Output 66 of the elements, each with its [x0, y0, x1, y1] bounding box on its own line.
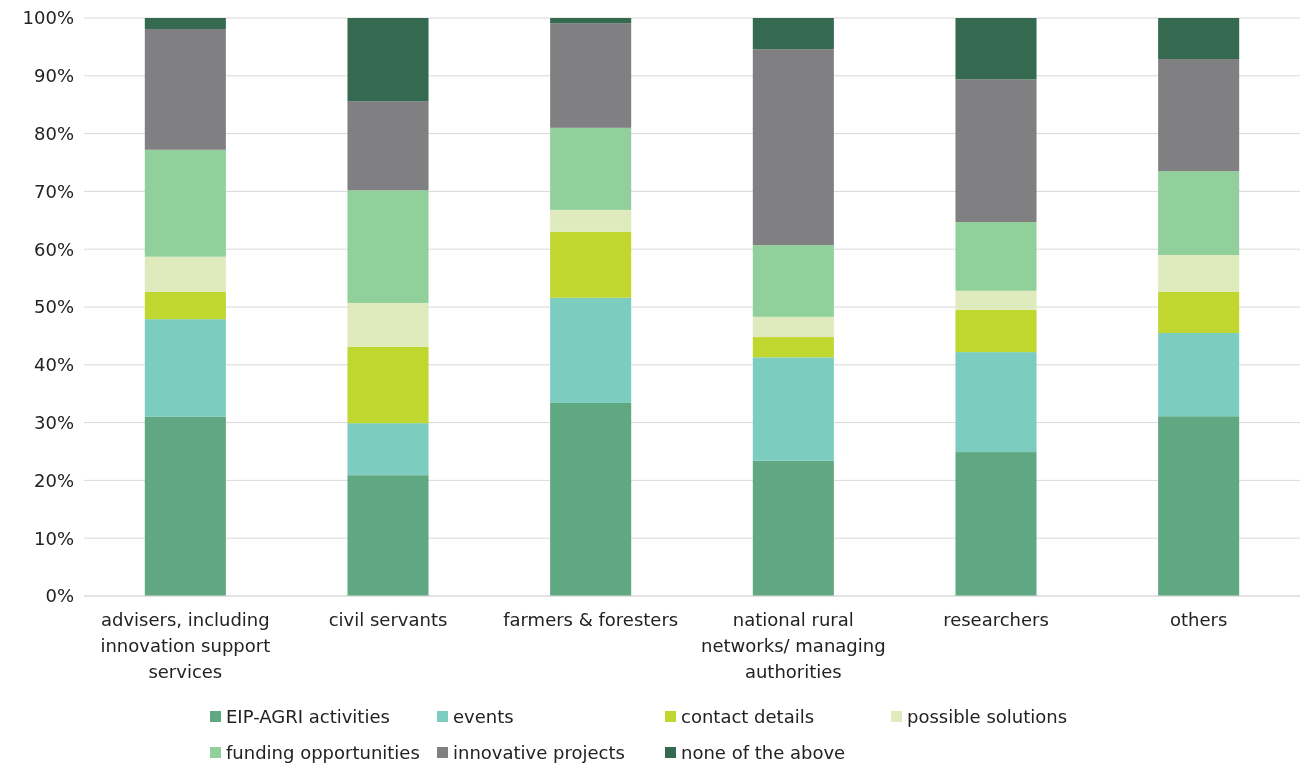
- bar: [550, 23, 632, 128]
- bar: [347, 475, 429, 596]
- x-tick-label: civil servants: [328, 609, 448, 630]
- bar: [955, 79, 1037, 223]
- legend-label: none of the above: [681, 742, 846, 764]
- bar: [752, 49, 834, 246]
- bar: [347, 18, 429, 102]
- bar: [144, 18, 226, 29]
- bar: [955, 290, 1037, 310]
- bar: [1158, 59, 1240, 172]
- bar: [955, 18, 1037, 80]
- bar: [550, 231, 632, 298]
- bar: [955, 352, 1037, 453]
- bar: [1158, 18, 1240, 60]
- x-tick-label: researchers: [943, 609, 1049, 630]
- bar: [955, 309, 1037, 353]
- bar: [550, 297, 632, 403]
- y-tick-label: 50%: [33, 296, 74, 318]
- bar: [144, 319, 226, 417]
- bar: [1158, 171, 1240, 255]
- y-tick-label: 60%: [33, 238, 74, 260]
- bar: [752, 316, 834, 338]
- x-tick-label: farmers & foresters: [503, 609, 679, 630]
- bar: [347, 302, 429, 347]
- bar: [550, 209, 632, 232]
- x-tick-label: national rural networks/ managing authorities: [701, 609, 886, 682]
- bar: [144, 256, 226, 292]
- bar: [347, 423, 429, 476]
- bar: [144, 416, 226, 596]
- legend-label: contact details: [681, 706, 815, 728]
- legend-label: EIP-AGRI activities: [226, 706, 390, 728]
- bar: [752, 245, 834, 317]
- legend-label: funding opportunities: [226, 742, 420, 764]
- bar: [1158, 291, 1240, 334]
- bar: [550, 127, 632, 210]
- y-tick-label: 90%: [33, 65, 74, 87]
- bar: [347, 101, 429, 191]
- y-tick-label: 20%: [33, 469, 74, 491]
- bar: [550, 18, 632, 24]
- y-tick-label: 0%: [45, 585, 74, 607]
- bar: [752, 357, 834, 461]
- bar: [752, 337, 834, 358]
- bar: [144, 291, 226, 320]
- legend-label: events: [453, 706, 514, 728]
- bar: [1158, 416, 1240, 596]
- y-tick-label: 80%: [33, 122, 74, 144]
- bar: [347, 346, 429, 424]
- y-tick-label: 30%: [33, 411, 74, 433]
- bar: [550, 402, 632, 596]
- legend-label: possible solutions: [907, 706, 1068, 728]
- bar: [752, 18, 834, 50]
- bar: [955, 452, 1037, 596]
- y-tick-label: 100%: [22, 7, 74, 29]
- bar: [1158, 333, 1240, 417]
- bar: [1158, 254, 1240, 292]
- bar: [144, 28, 226, 150]
- bar: [144, 149, 226, 257]
- y-tick-label: 70%: [33, 180, 74, 202]
- bar: [955, 222, 1037, 291]
- y-tick-label: 40%: [33, 354, 74, 376]
- bar: [347, 190, 429, 303]
- bar: [752, 460, 834, 596]
- x-tick-label: others: [1169, 609, 1228, 630]
- legend-label: innovative projects: [453, 742, 625, 764]
- x-tick-label: advisers, including innovation support services: [100, 609, 271, 682]
- y-tick-label: 10%: [33, 527, 74, 549]
